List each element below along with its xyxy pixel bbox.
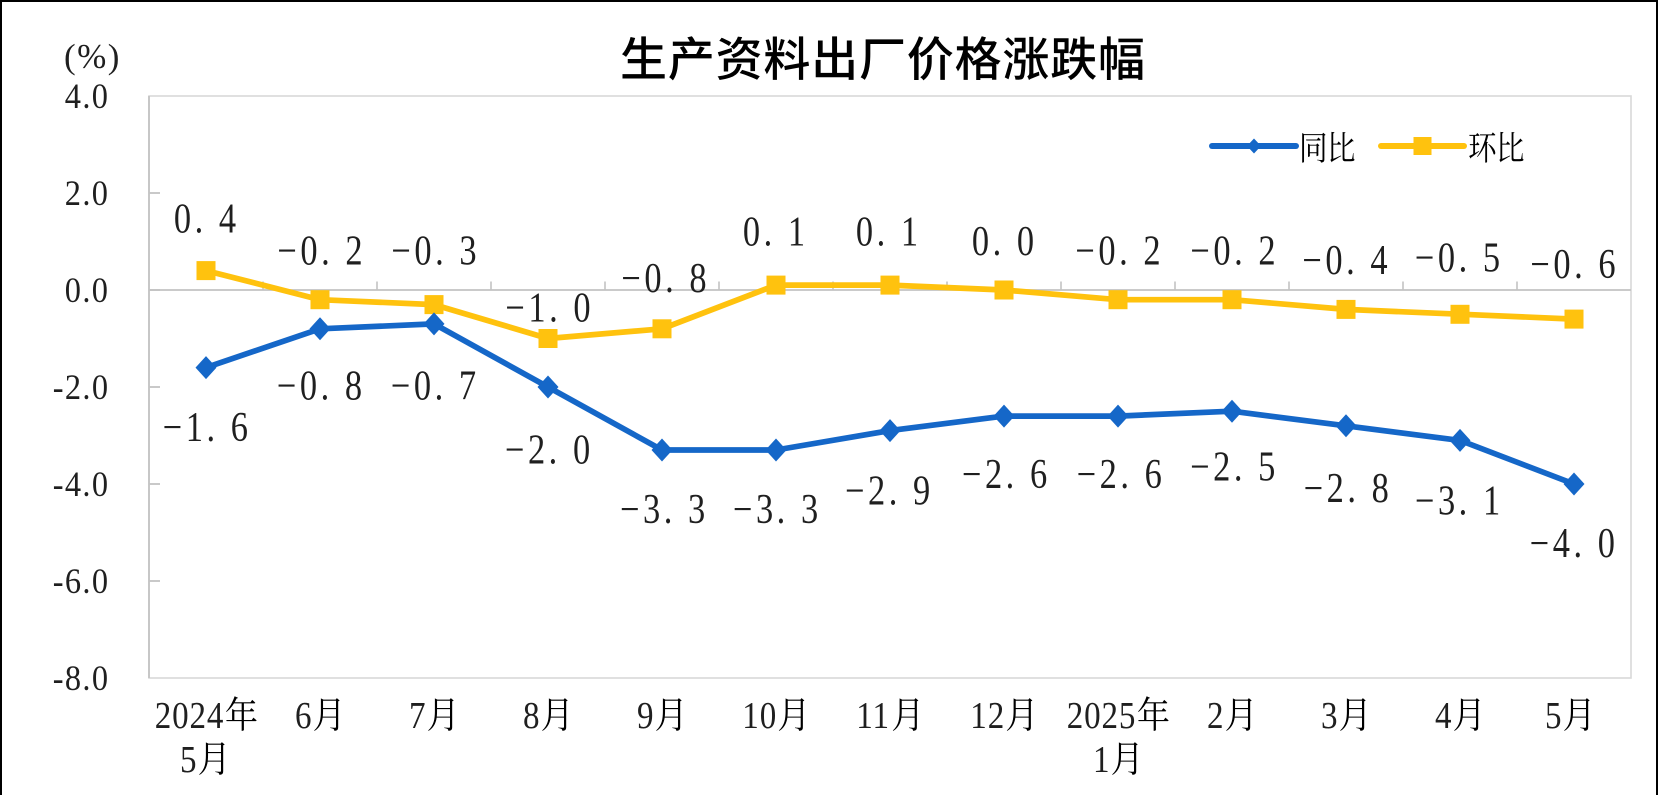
svg-text:-4.0: -4.0 (53, 464, 110, 504)
svg-text:−0. 6: −0. 6 (1530, 242, 1619, 288)
svg-text:10: 10 (742, 694, 777, 737)
svg-text:4.0: 4.0 (65, 76, 110, 116)
svg-text:−2. 6: −2. 6 (962, 452, 1051, 498)
svg-text:−0. 3: −0. 3 (391, 228, 480, 274)
svg-text:−0. 2: −0. 2 (1190, 228, 1279, 274)
svg-text:9: 9 (637, 694, 654, 737)
svg-text:2: 2 (1207, 694, 1224, 737)
svg-text:2.0: 2.0 (65, 173, 110, 213)
svg-text:5: 5 (180, 738, 197, 781)
svg-text:-6.0: -6.0 (53, 561, 110, 601)
svg-text:−1. 6: −1. 6 (163, 405, 252, 451)
svg-text:-2.0: -2.0 (53, 367, 110, 407)
svg-text:0. 1: 0. 1 (856, 209, 922, 255)
svg-text:2024: 2024 (155, 694, 225, 737)
svg-text:−0. 5: −0. 5 (1415, 236, 1504, 282)
svg-text:−3. 3: −3. 3 (620, 487, 709, 533)
svg-text:5: 5 (1545, 694, 1562, 737)
svg-text:-8.0: -8.0 (53, 658, 110, 698)
svg-text:−0. 8: −0. 8 (277, 364, 366, 410)
svg-text:−3. 1: −3. 1 (1415, 479, 1504, 525)
svg-text:−2. 0: −2. 0 (505, 428, 594, 474)
svg-text:−0. 4: −0. 4 (1302, 238, 1391, 284)
svg-text:1: 1 (1093, 738, 1110, 781)
svg-text:7: 7 (409, 694, 426, 737)
svg-text:−4. 0: −4. 0 (1530, 521, 1619, 567)
svg-text:11: 11 (856, 694, 890, 737)
svg-text:8: 8 (523, 694, 540, 737)
svg-text:−2. 8: −2. 8 (1304, 466, 1393, 512)
svg-text:12: 12 (970, 694, 1005, 737)
svg-text:−0. 8: −0. 8 (621, 256, 710, 302)
svg-text:−0. 2: −0. 2 (277, 228, 366, 274)
svg-text:−2. 6: −2. 6 (1077, 452, 1166, 498)
svg-text:−3. 3: −3. 3 (733, 487, 822, 533)
svg-text:0.0: 0.0 (65, 270, 110, 310)
svg-text:−2. 5: −2. 5 (1190, 445, 1279, 491)
svg-text:−1. 0: −1. 0 (505, 285, 594, 331)
svg-text:(%): (%) (64, 37, 121, 76)
svg-text:3: 3 (1321, 694, 1338, 737)
svg-text:0. 0: 0. 0 (972, 219, 1038, 265)
svg-text:4: 4 (1435, 694, 1452, 737)
svg-text:0. 4: 0. 4 (174, 196, 240, 242)
svg-text:2025: 2025 (1067, 694, 1137, 737)
svg-text:0. 1: 0. 1 (743, 209, 809, 255)
svg-text:6: 6 (295, 694, 312, 737)
svg-text:−2. 9: −2. 9 (845, 468, 934, 514)
svg-text:−0. 7: −0. 7 (391, 364, 480, 410)
svg-text:−0. 2: −0. 2 (1075, 228, 1164, 274)
